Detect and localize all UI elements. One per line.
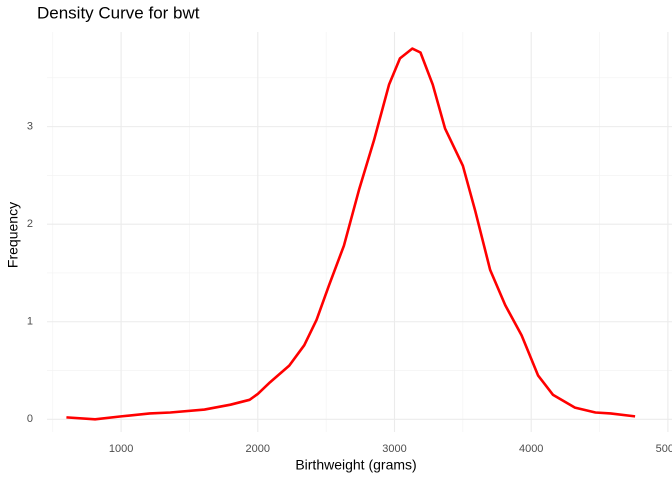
y-axis-title: Frequency [5,202,21,268]
y-tick-label: 1 [27,316,33,328]
x-axis-title: Birthweight (grams) [295,457,416,473]
density-line [66,47,636,421]
grid [47,32,672,432]
chart-title: Density Curve for bwt [37,3,200,22]
x-tick-label: 2000 [246,443,270,455]
y-tick-label: 2 [27,218,33,230]
y-tick-label: 3 [27,121,33,133]
x-tick-label: 3000 [382,443,406,455]
y-tick-label: 0 [27,413,33,425]
x-tick-label: 4000 [519,443,543,455]
x-tick-label: 1000 [109,443,133,455]
